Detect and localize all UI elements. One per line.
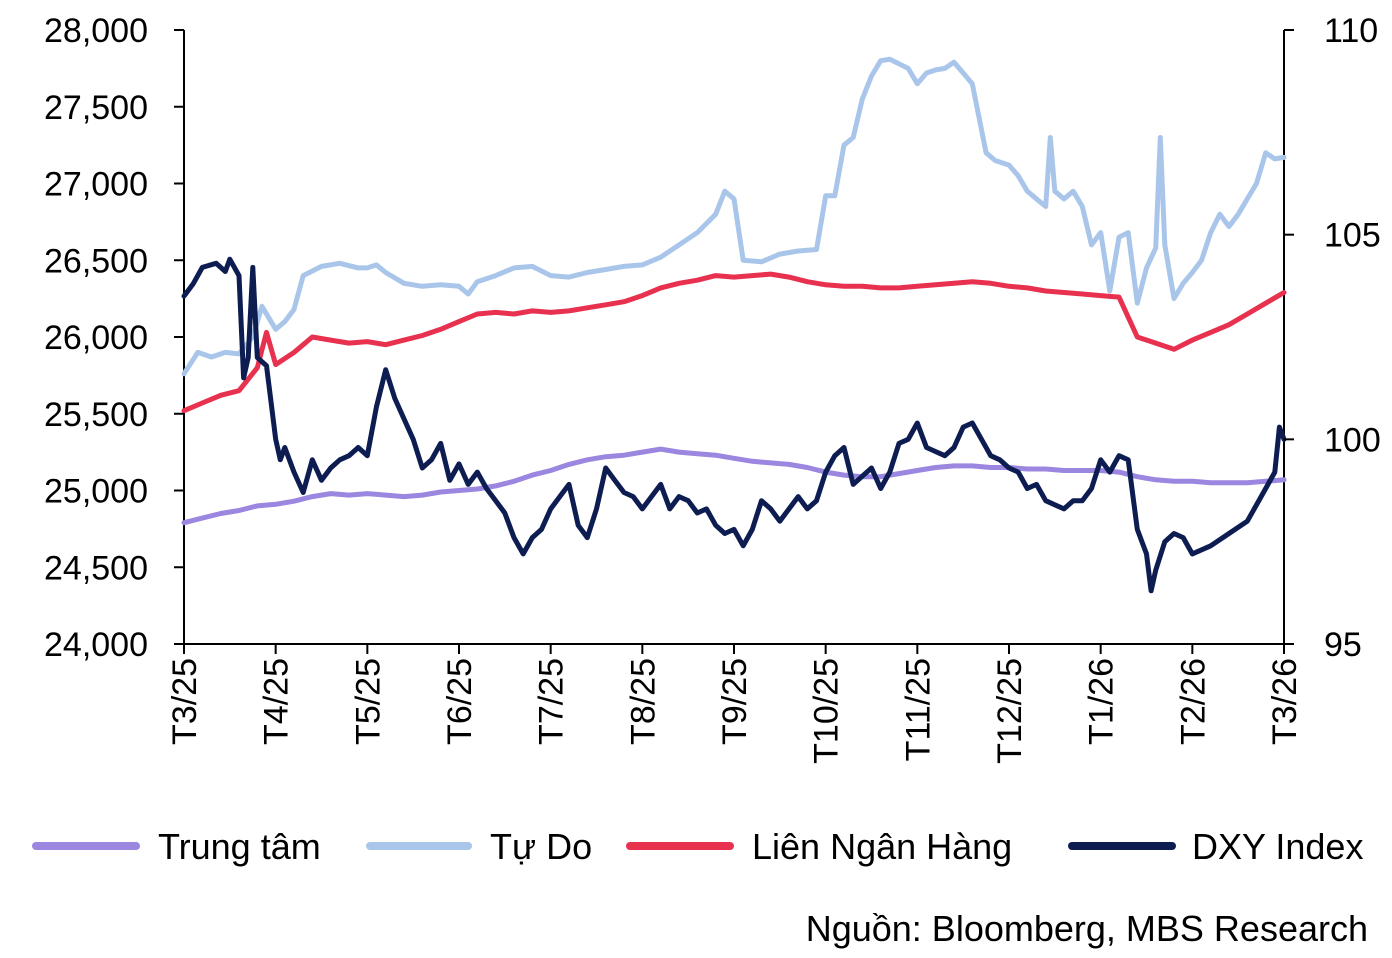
- x-tick-label: T2/26: [1174, 658, 1212, 745]
- left-tick-label: 27,000: [44, 166, 148, 204]
- series-line-3: [181, 256, 1287, 594]
- x-tick-label: T5/25: [349, 658, 387, 745]
- right-tick-label: 110: [1324, 12, 1378, 50]
- axes: [183, 30, 1285, 645]
- left-tick-label: 24,000: [44, 626, 148, 664]
- x-tick-label: T3/25: [166, 658, 204, 745]
- x-tick-label: T10/25: [808, 658, 846, 764]
- left-axis-ticks: 24,000 24,500 25,000 25,500 26,000 26,500 27,0…: [44, 12, 184, 664]
- x-tick-label: T12/25: [991, 658, 1029, 764]
- left-tick-label: 25,500: [44, 396, 148, 434]
- source-note: Nguồn: Bloomberg, MBS Research: [805, 908, 1368, 949]
- right-axis-ticks: 95 100 105 110: [1284, 12, 1381, 664]
- legend-label: DXY Index: [1192, 826, 1363, 867]
- x-tick-label: T9/25: [716, 658, 754, 745]
- legend-label: Tự Do: [490, 826, 592, 867]
- x-tick-label: T7/25: [533, 658, 571, 745]
- left-tick-label: 25,000: [44, 473, 148, 511]
- left-tick-label: 27,500: [44, 89, 148, 127]
- left-tick-label: 26,000: [44, 319, 148, 357]
- series-lines: [181, 56, 1287, 594]
- left-tick-label: 24,500: [44, 549, 148, 587]
- x-tick-label: T6/25: [441, 658, 479, 745]
- x-tick-label: T11/25: [899, 658, 937, 761]
- right-tick-label: 100: [1324, 421, 1381, 459]
- left-tick-label: 28,000: [44, 12, 148, 50]
- x-axis-ticks: T3/25 T4/25 T5/25 T6/25 T7/25 T8/25 T9/25 T10/2…: [166, 644, 1304, 764]
- right-tick-label: 95: [1324, 626, 1362, 664]
- x-tick-label: T8/25: [624, 658, 662, 745]
- x-tick-label: T4/25: [258, 658, 296, 745]
- x-tick-label: T3/26: [1266, 658, 1304, 745]
- series-line-0: [181, 446, 1287, 526]
- x-tick-label: T1/26: [1083, 658, 1121, 745]
- right-tick-label: 105: [1324, 217, 1381, 255]
- legend-label: Liên Ngân Hàng: [752, 826, 1012, 867]
- series-line-2: [181, 271, 1287, 414]
- legend-label: Trung tâm: [158, 826, 321, 867]
- left-tick-label: 26,500: [44, 242, 148, 280]
- series-line-1: [181, 56, 1287, 377]
- legend: Trung tâm Tự Do Liên Ngân Hàng DXY Index: [32, 826, 1363, 867]
